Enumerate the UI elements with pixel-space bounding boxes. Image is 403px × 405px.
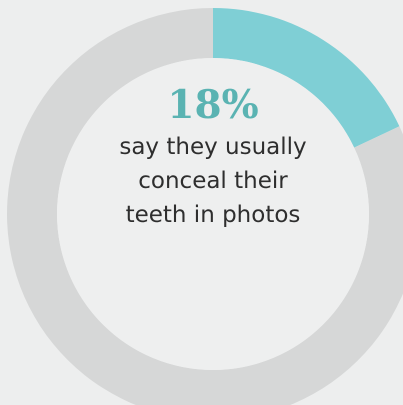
stat-line-3: teeth in photos: [125, 202, 301, 228]
stat-line-2: conceal their: [138, 168, 288, 194]
center-label: 18% say they usually conceal their teeth…: [56, 82, 370, 232]
donut-slice-highlight: [213, 8, 400, 148]
chart-inner-circle: [57, 58, 369, 370]
stat-line-1: say they usually: [119, 134, 307, 160]
stat-value: 18%: [167, 82, 259, 128]
